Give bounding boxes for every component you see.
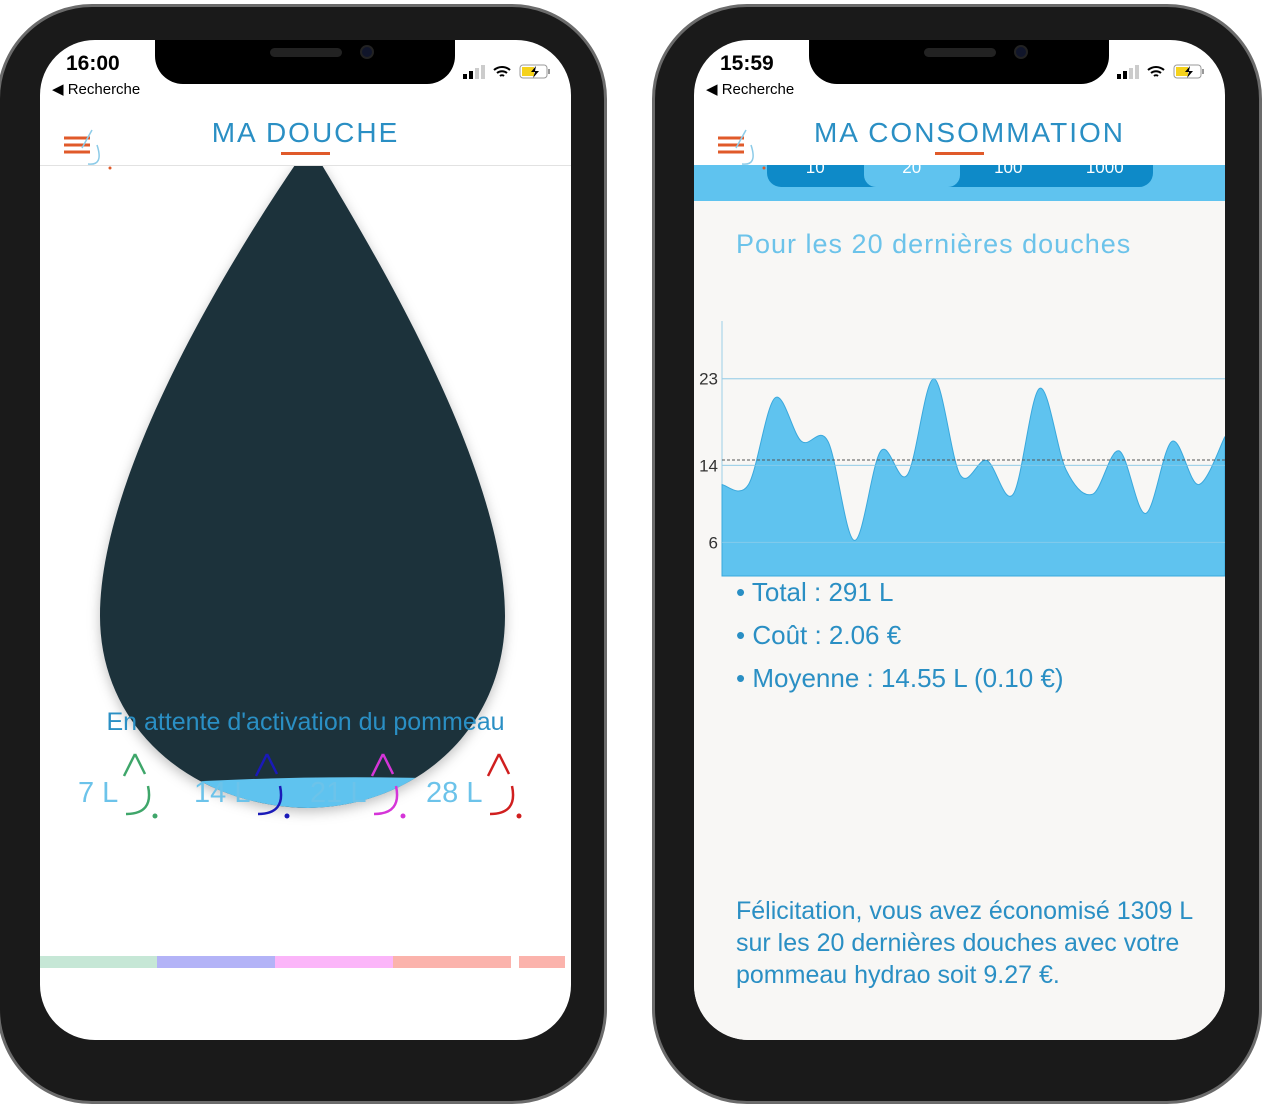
volume-scale-segment: [157, 956, 275, 968]
volume-label: 21 L: [310, 777, 366, 810]
signal-icon: [1117, 65, 1139, 79]
consumption-chart: 6 14 23: [694, 321, 1225, 581]
volume-scale-segment: [393, 956, 511, 968]
volume-label: 14 L: [194, 777, 250, 810]
camera: [1014, 45, 1028, 59]
notch: [155, 40, 455, 84]
screen-ma-douche: 16:00 ◀ Recherche MA DOUCHE En attente d…: [40, 40, 571, 1040]
volume-marker: 14 L: [194, 752, 292, 822]
volume-scale-segment: [40, 956, 157, 968]
wifi-icon: [493, 65, 511, 79]
wifi-icon: [1147, 65, 1165, 79]
y-tick-label: 23: [699, 370, 718, 389]
title-underline: [935, 152, 984, 155]
page-title: MA DOUCHE: [40, 117, 571, 149]
stats-list: • Total : 291 L• Coût : 2.06 €• Moyenne …: [736, 571, 1064, 700]
battery-charging-icon: [1173, 64, 1205, 79]
status-time: 15:59: [720, 52, 774, 76]
back-label: Recherche: [68, 81, 141, 98]
status-icons: [1117, 64, 1205, 79]
drop-outline-icon: [368, 752, 408, 822]
camera: [360, 45, 374, 59]
speaker: [924, 48, 996, 57]
notch: [809, 40, 1109, 84]
segment-20[interactable]: 20: [864, 165, 961, 187]
volume-label: 7 L: [78, 777, 118, 810]
segment-10[interactable]: 10: [767, 165, 864, 187]
stat-item: • Total : 291 L: [736, 571, 1064, 614]
page-title: MA CONSOMMATION: [694, 117, 1225, 149]
consumption-panel: Pour les 20 dernières douches 6 14 23 • To…: [694, 201, 1225, 1040]
status-time: 16:00: [66, 52, 120, 76]
y-tick-label: 14: [699, 456, 718, 475]
drop-outline-icon: [120, 752, 160, 822]
signal-icon: [463, 65, 485, 79]
status-icons: [463, 64, 551, 79]
consumption-area: [722, 379, 1225, 576]
stat-item: • Coût : 2.06 €: [736, 614, 1064, 657]
back-label: Recherche: [722, 81, 795, 98]
app-header: MA DOUCHE: [40, 100, 571, 166]
segment-100[interactable]: 100: [960, 165, 1057, 187]
volume-marker: 21 L: [310, 752, 408, 822]
y-tick-label: 6: [709, 533, 718, 552]
app-header: MA CONSOMMATION: [694, 100, 1225, 165]
battery-charging-icon: [519, 64, 551, 79]
segment-1000[interactable]: 1000: [1057, 165, 1154, 187]
stat-item: • Moyenne : 14.55 L (0.10 €): [736, 657, 1064, 700]
back-link[interactable]: ◀ Recherche: [52, 80, 140, 98]
speaker: [270, 48, 342, 57]
status-message: En attente d'activation du pommeau: [40, 708, 571, 737]
volume-scale-segment: [519, 956, 565, 968]
volume-marker: 7 L: [78, 752, 160, 822]
volume-label: 28 L: [426, 777, 482, 810]
drop-outline-icon: [484, 752, 524, 822]
volume-marker: 28 L: [426, 752, 524, 822]
chart-subtitle: Pour les 20 dernières douches: [736, 229, 1131, 260]
volume-scale-segment: [275, 956, 393, 968]
back-link[interactable]: ◀ Recherche: [706, 80, 794, 98]
drop-outline-icon: [252, 752, 292, 822]
savings-message: Félicitation, vous avez économisé 1309 L…: [736, 895, 1206, 991]
title-underline: [281, 152, 330, 155]
